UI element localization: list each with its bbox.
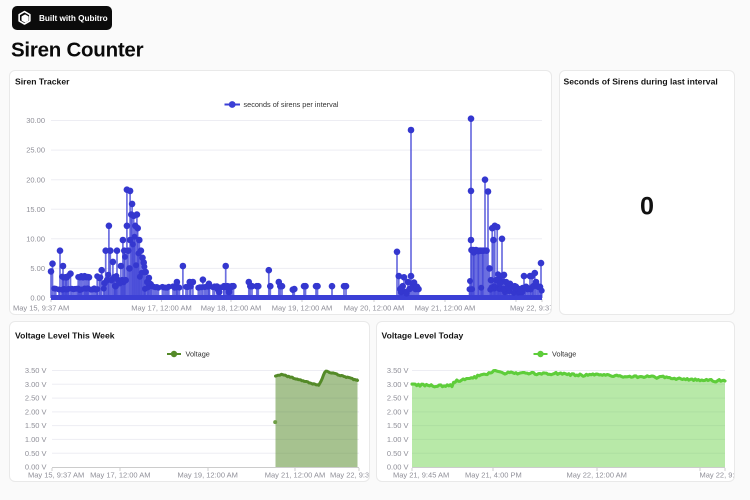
svg-text:May 20, 12:00 AM: May 20, 12:00 AM [344, 304, 404, 313]
svg-text:seconds of sirens per interval: seconds of sirens per interval [244, 100, 339, 109]
svg-text:2.50 V: 2.50 V [387, 394, 409, 403]
svg-text:May 19, 12:00 AM: May 19, 12:00 AM [177, 471, 237, 480]
svg-text:3.00 V: 3.00 V [387, 380, 409, 389]
svg-text:May 17, 12:00 AM: May 17, 12:00 AM [90, 471, 150, 480]
svg-text:May 22, 9:37 AM: May 22, 9:37 AM [510, 304, 566, 313]
svg-text:May 21, 4:00 PM: May 21, 4:00 PM [465, 471, 522, 480]
svg-text:1.50 V: 1.50 V [25, 421, 47, 430]
svg-text:0.00 V: 0.00 V [25, 463, 47, 472]
svg-text:Seconds of Sirens during last: Seconds of Sirens during last interval [564, 77, 718, 87]
svg-text:Siren Counter: Siren Counter [11, 39, 144, 62]
svg-text:Voltage Level Today: Voltage Level Today [382, 331, 464, 341]
svg-text:May 21, 12:00 AM: May 21, 12:00 AM [415, 304, 475, 313]
svg-text:May 22, 9:37 AM: May 22, 9:37 AM [330, 471, 386, 480]
svg-text:May 22, 9:37 AM: May 22, 9:37 AM [700, 471, 750, 480]
svg-text:1.00 V: 1.00 V [25, 435, 47, 444]
svg-text:0.50 V: 0.50 V [387, 449, 409, 458]
svg-text:May 17, 12:00 AM: May 17, 12:00 AM [131, 304, 191, 313]
svg-text:15.00: 15.00 [26, 205, 45, 214]
svg-text:3.50 V: 3.50 V [387, 366, 409, 375]
svg-text:May 21, 12:00 AM: May 21, 12:00 AM [265, 471, 325, 480]
svg-text:May 19, 12:00 AM: May 19, 12:00 AM [272, 304, 332, 313]
svg-text:3.00 V: 3.00 V [25, 380, 47, 389]
svg-text:0.00 V: 0.00 V [387, 463, 409, 472]
svg-text:0.50 V: 0.50 V [25, 449, 47, 458]
svg-text:3.50 V: 3.50 V [25, 366, 47, 375]
svg-text:May 21, 9:45 AM: May 21, 9:45 AM [393, 471, 449, 480]
svg-text:1.00 V: 1.00 V [387, 435, 409, 444]
svg-text:May 18, 12:00 AM: May 18, 12:00 AM [201, 304, 261, 313]
svg-text:5.00: 5.00 [30, 264, 45, 273]
svg-text:Voltage: Voltage [186, 350, 210, 359]
svg-text:0.00: 0.00 [30, 294, 45, 303]
svg-text:20.00: 20.00 [26, 175, 45, 184]
svg-text:May 15, 9:37 AM: May 15, 9:37 AM [13, 304, 69, 313]
svg-text:10.00: 10.00 [26, 234, 45, 243]
svg-text:Voltage Level This Week: Voltage Level This Week [15, 331, 115, 341]
svg-text:2.00 V: 2.00 V [25, 407, 47, 416]
svg-text:Siren Tracker: Siren Tracker [15, 77, 70, 87]
svg-text:2.50 V: 2.50 V [25, 394, 47, 403]
svg-text:Built with Qubitro: Built with Qubitro [39, 14, 108, 23]
svg-text:2.00 V: 2.00 V [387, 407, 409, 416]
svg-text:Voltage: Voltage [552, 350, 576, 359]
svg-text:0: 0 [640, 192, 654, 220]
svg-text:May 15, 9:37 AM: May 15, 9:37 AM [28, 471, 84, 480]
svg-text:1.50 V: 1.50 V [387, 421, 409, 430]
svg-text:25.00: 25.00 [26, 146, 45, 155]
svg-text:May 22, 12:00 AM: May 22, 12:00 AM [566, 471, 626, 480]
svg-text:30.00: 30.00 [26, 116, 45, 125]
